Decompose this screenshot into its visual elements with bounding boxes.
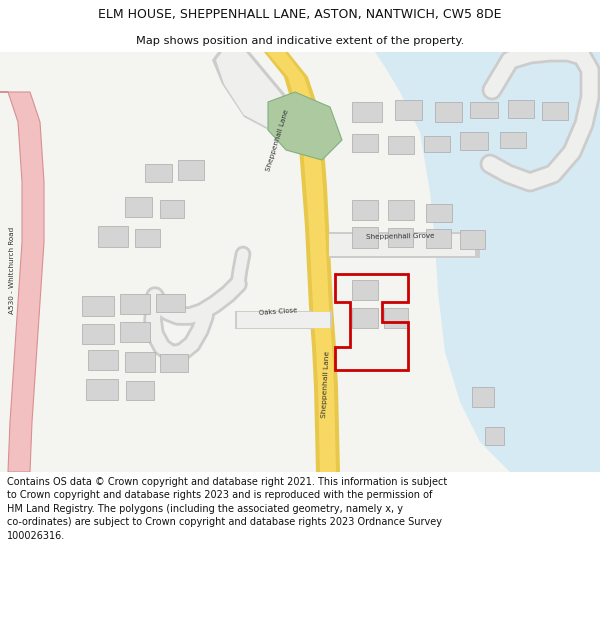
Polygon shape	[352, 280, 378, 300]
Polygon shape	[261, 52, 336, 472]
Text: Sheppenhall Grove: Sheppenhall Grove	[365, 232, 434, 239]
Polygon shape	[500, 132, 526, 148]
Polygon shape	[472, 387, 494, 407]
Polygon shape	[126, 381, 154, 400]
Polygon shape	[120, 294, 150, 314]
Polygon shape	[352, 308, 378, 328]
Text: Contains OS data © Crown copyright and database right 2021. This information is : Contains OS data © Crown copyright and d…	[7, 477, 448, 541]
Polygon shape	[329, 234, 475, 256]
Polygon shape	[216, 52, 320, 149]
Polygon shape	[384, 308, 408, 328]
Polygon shape	[435, 102, 462, 122]
Polygon shape	[0, 52, 600, 472]
Polygon shape	[88, 350, 118, 370]
Polygon shape	[352, 227, 378, 248]
Polygon shape	[145, 164, 172, 182]
Polygon shape	[0, 92, 44, 472]
Polygon shape	[178, 160, 204, 180]
Polygon shape	[460, 132, 488, 150]
Polygon shape	[156, 294, 185, 312]
Text: Sheppenhall Lane: Sheppenhall Lane	[321, 351, 331, 418]
Polygon shape	[212, 52, 325, 152]
Polygon shape	[542, 102, 568, 120]
Polygon shape	[125, 352, 155, 372]
Polygon shape	[268, 92, 342, 160]
Polygon shape	[375, 52, 600, 472]
Polygon shape	[237, 312, 330, 328]
Polygon shape	[470, 102, 498, 118]
Polygon shape	[235, 311, 332, 329]
Polygon shape	[352, 134, 378, 152]
Polygon shape	[258, 52, 340, 472]
Polygon shape	[125, 197, 152, 217]
Polygon shape	[135, 229, 160, 247]
Polygon shape	[86, 379, 118, 400]
Polygon shape	[160, 200, 184, 218]
Polygon shape	[388, 200, 414, 220]
Polygon shape	[98, 226, 128, 247]
Polygon shape	[82, 296, 114, 316]
Polygon shape	[460, 230, 485, 249]
Text: A530 - Whitchurch Road: A530 - Whitchurch Road	[9, 226, 15, 314]
Text: ELM HOUSE, SHEPPENHALL LANE, ASTON, NANTWICH, CW5 8DE: ELM HOUSE, SHEPPENHALL LANE, ASTON, NANT…	[98, 8, 502, 21]
Polygon shape	[426, 229, 451, 248]
Polygon shape	[120, 322, 150, 342]
Polygon shape	[352, 200, 378, 220]
Polygon shape	[329, 232, 480, 258]
Polygon shape	[160, 354, 188, 372]
Polygon shape	[426, 204, 452, 222]
Polygon shape	[485, 427, 504, 445]
Polygon shape	[395, 100, 422, 120]
Text: Oaks Close: Oaks Close	[259, 308, 298, 316]
Polygon shape	[352, 102, 382, 122]
Text: Sheppenhall Lane: Sheppenhall Lane	[266, 108, 290, 172]
Polygon shape	[388, 136, 414, 154]
Polygon shape	[82, 324, 114, 344]
Text: Map shows position and indicative extent of the property.: Map shows position and indicative extent…	[136, 36, 464, 46]
Polygon shape	[508, 100, 534, 118]
Polygon shape	[388, 228, 413, 247]
Polygon shape	[424, 136, 450, 152]
